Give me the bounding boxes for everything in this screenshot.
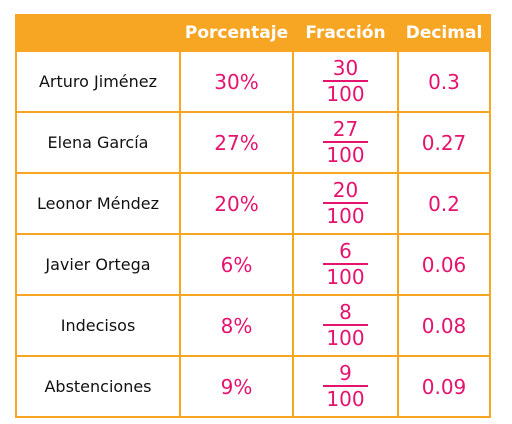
row-name: Javier Ortega — [15, 233, 181, 296]
header-decimal: Decimal — [397, 14, 491, 52]
fraction-bar — [323, 324, 368, 326]
header-percent: Porcentaje — [179, 14, 294, 52]
row-fraction: 27 100 — [292, 111, 399, 174]
results-table: Porcentaje Fracción Decimal Arturo Jimén… — [15, 14, 491, 418]
row-percent: 8% — [179, 294, 294, 357]
row-percent: 30% — [179, 50, 294, 113]
fraction-denominator: 100 — [326, 82, 365, 106]
row-fraction: 6 100 — [292, 233, 399, 296]
header-fraction: Fracción — [292, 14, 399, 52]
fraction-bar — [323, 385, 368, 387]
row-decimal: 0.3 — [397, 50, 491, 113]
row-percent: 6% — [179, 233, 294, 296]
fraction: 6 100 — [323, 239, 368, 289]
fraction-denominator: 100 — [326, 204, 365, 228]
fraction-numerator: 8 — [339, 300, 352, 324]
row-name: Abstenciones — [15, 355, 181, 418]
fraction-numerator: 9 — [339, 361, 352, 385]
fraction-numerator: 6 — [339, 239, 352, 263]
row-decimal: 0.09 — [397, 355, 491, 418]
row-fraction: 20 100 — [292, 172, 399, 235]
row-decimal: 0.2 — [397, 172, 491, 235]
row-name: Arturo Jiménez — [15, 50, 181, 113]
row-fraction: 30 100 — [292, 50, 399, 113]
fraction-bar — [323, 263, 368, 265]
fraction: 27 100 — [323, 117, 368, 167]
row-name: Indecisos — [15, 294, 181, 357]
fraction-numerator: 20 — [332, 178, 359, 202]
table-row: Javier Ortega 6% 6 100 0.06 — [15, 233, 491, 296]
row-percent: 9% — [179, 355, 294, 418]
row-decimal: 0.27 — [397, 111, 491, 174]
table-row: Leonor Méndez 20% 20 100 0.2 — [15, 172, 491, 235]
row-decimal: 0.08 — [397, 294, 491, 357]
row-fraction: 8 100 — [292, 294, 399, 357]
row-percent: 20% — [179, 172, 294, 235]
fraction-denominator: 100 — [326, 143, 365, 167]
table-row: Elena García 27% 27 100 0.27 — [15, 111, 491, 174]
fraction-numerator: 30 — [332, 56, 359, 80]
fraction: 30 100 — [323, 56, 368, 106]
fraction-bar — [323, 202, 368, 204]
fraction-bar — [323, 141, 368, 143]
fraction-denominator: 100 — [326, 387, 365, 411]
header-row: Porcentaje Fracción Decimal — [15, 14, 491, 52]
header-blank-cell — [15, 14, 181, 52]
row-percent: 27% — [179, 111, 294, 174]
fraction: 20 100 — [323, 178, 368, 228]
row-name: Leonor Méndez — [15, 172, 181, 235]
fraction-bar — [323, 80, 368, 82]
row-fraction: 9 100 — [292, 355, 399, 418]
fraction-denominator: 100 — [326, 326, 365, 350]
row-name: Elena García — [15, 111, 181, 174]
table-row: Abstenciones 9% 9 100 0.09 — [15, 355, 491, 418]
fraction: 9 100 — [323, 361, 368, 411]
table-row: Indecisos 8% 8 100 0.08 — [15, 294, 491, 357]
fraction-denominator: 100 — [326, 265, 365, 289]
table-row: Arturo Jiménez 30% 30 100 0.3 — [15, 50, 491, 113]
fraction: 8 100 — [323, 300, 368, 350]
fraction-numerator: 27 — [332, 117, 359, 141]
row-decimal: 0.06 — [397, 233, 491, 296]
